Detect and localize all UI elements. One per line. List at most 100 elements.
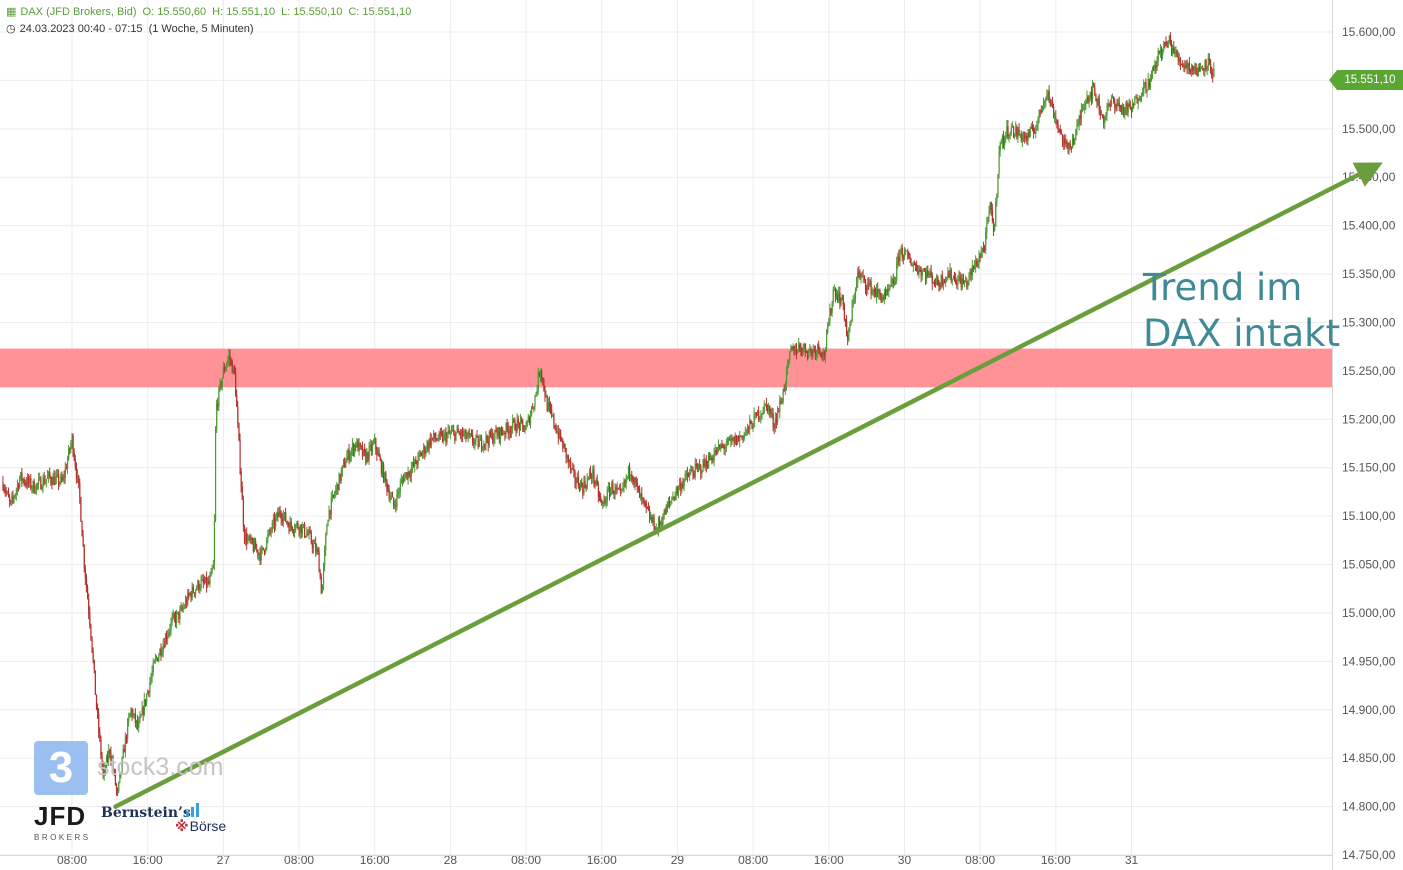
candle-body [330, 497, 332, 515]
candle-body [769, 406, 771, 413]
candle-body [1146, 89, 1148, 92]
resistance-zone [0, 348, 1332, 388]
candle-body [70, 443, 72, 450]
candle-body [462, 430, 464, 436]
candle-body [51, 481, 53, 485]
candle-body [736, 436, 739, 445]
candle-body [881, 297, 883, 302]
candle-body [614, 486, 616, 494]
candle-body [566, 455, 568, 458]
candle-body [152, 662, 154, 672]
candle-body [1084, 103, 1086, 109]
candle-body [906, 250, 908, 252]
candle-body [1008, 134, 1010, 137]
candle-body [636, 483, 639, 487]
x-tick-label: 08:00 [965, 853, 995, 867]
candle-body [119, 773, 121, 783]
candle-body [110, 752, 112, 761]
candle-body [1140, 95, 1143, 98]
candle-body [25, 483, 28, 486]
candle-body [419, 453, 421, 455]
candle-body [931, 275, 933, 284]
candle-body [770, 412, 772, 414]
candle-body [913, 264, 916, 266]
candle-body [426, 443, 428, 451]
candle-body [1079, 116, 1081, 120]
candle-body [872, 289, 874, 291]
candle-body [1165, 42, 1167, 45]
candle-body [880, 295, 882, 302]
candle-body [416, 463, 418, 465]
candle-body [60, 476, 62, 483]
candle-body [459, 433, 462, 436]
candle-body [177, 611, 179, 613]
x-tick-label: 08:00 [284, 853, 314, 867]
candle-body [1164, 42, 1166, 44]
candle-body [926, 269, 928, 279]
candle-body [99, 731, 101, 739]
candle-body [384, 472, 386, 482]
candle-body [871, 289, 873, 295]
candle-body [355, 444, 357, 448]
candle-body [1049, 99, 1051, 106]
candle-body [832, 290, 834, 303]
candle-body [335, 489, 337, 495]
candle-body [1110, 97, 1113, 105]
candle-body [1177, 56, 1179, 62]
annotation-line-1: Trend im [1143, 266, 1303, 309]
candle-body [476, 435, 478, 437]
candle-body [632, 479, 634, 482]
candle-body [406, 472, 408, 479]
candle-body [1000, 142, 1002, 144]
candle-body [298, 528, 300, 533]
candle-body [627, 466, 630, 477]
candle-body [148, 690, 150, 693]
candle-body [878, 290, 880, 293]
candle-body [1191, 66, 1193, 73]
candle-body [465, 430, 467, 439]
candle-body [720, 445, 722, 449]
candle-body [14, 494, 16, 498]
candle-body [870, 281, 872, 295]
candle-body [1174, 52, 1176, 54]
candle-body [571, 468, 573, 470]
candle-body [440, 433, 443, 435]
candle-body [102, 765, 104, 775]
candle-body [800, 347, 802, 352]
candle-body [376, 449, 378, 456]
candle-body [397, 492, 399, 494]
candle-body [361, 446, 364, 456]
candle-body [412, 462, 414, 469]
candle-body [351, 444, 354, 451]
candle-body [976, 260, 978, 267]
candle-body [1043, 103, 1045, 106]
candle-body [868, 283, 870, 285]
candle-body [928, 273, 930, 276]
candle-body [803, 343, 805, 348]
candle-body [288, 524, 290, 532]
candle-body [644, 500, 646, 503]
candle-body [108, 750, 110, 761]
candle-body [965, 280, 967, 282]
candle-body [30, 478, 32, 489]
candle-body [660, 523, 662, 525]
candle-body [562, 440, 564, 449]
trend-line-arrow [113, 162, 1383, 809]
candle-body [301, 526, 304, 534]
candle-body [706, 466, 709, 468]
candle-body [772, 413, 774, 426]
candle-body [1041, 105, 1044, 113]
candle-body [626, 476, 629, 478]
candle-body [553, 414, 555, 426]
candle-body [482, 448, 484, 450]
candle-body [517, 419, 519, 423]
candle-body [538, 372, 541, 377]
candle-body [1025, 135, 1027, 139]
candle-body [925, 271, 927, 279]
candle-body [978, 255, 980, 264]
candle-body [409, 475, 411, 477]
candle-body [637, 486, 640, 489]
x-tick-label: 08:00 [738, 853, 768, 867]
candle-body [21, 472, 23, 481]
